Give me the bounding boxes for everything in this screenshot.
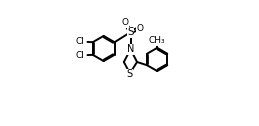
Text: S: S bbox=[127, 69, 133, 79]
Text: N: N bbox=[127, 44, 134, 54]
Text: O: O bbox=[136, 24, 143, 33]
Text: CH₃: CH₃ bbox=[149, 36, 166, 45]
Text: O: O bbox=[122, 18, 129, 27]
Text: Cl: Cl bbox=[76, 51, 85, 60]
Text: S: S bbox=[127, 27, 134, 37]
Text: Cl: Cl bbox=[76, 37, 85, 46]
